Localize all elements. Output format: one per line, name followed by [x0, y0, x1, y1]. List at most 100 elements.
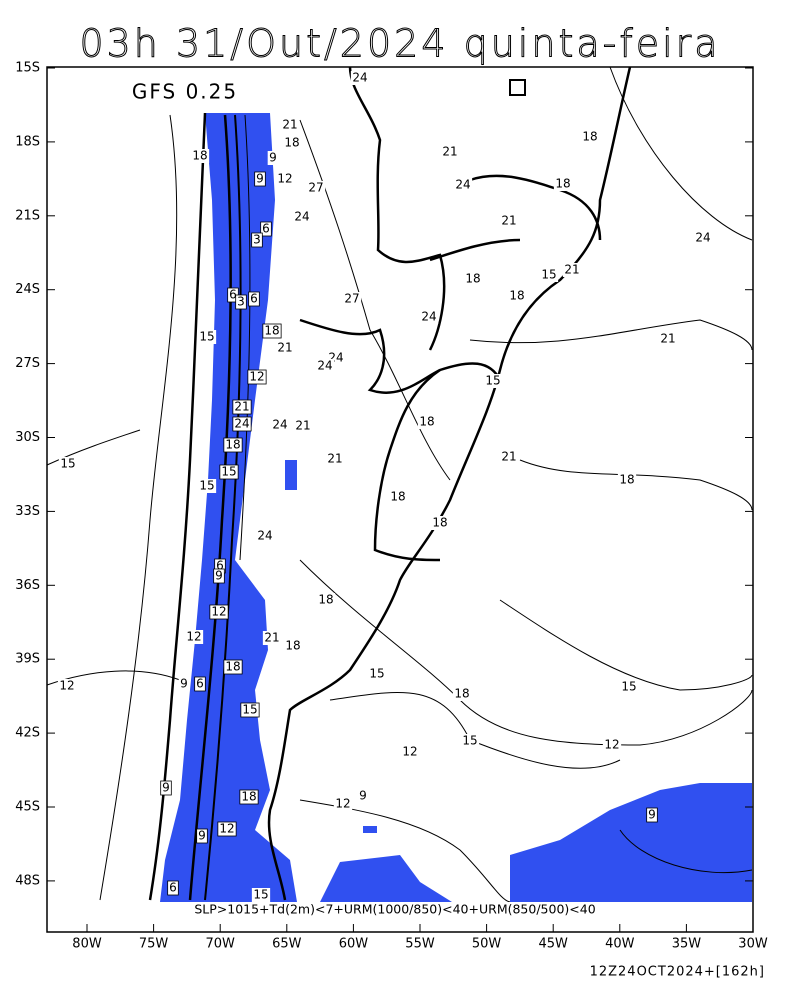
title: 03h 31/Out/2024 quinta-feira	[79, 22, 720, 66]
contour-label-bg	[419, 310, 439, 324]
lat-label: 42S	[15, 726, 40, 741]
contour-label-bg	[248, 291, 260, 307]
contour-label-bg	[262, 323, 282, 339]
contour-label-bg	[483, 374, 503, 388]
contour-label-bg	[219, 464, 239, 480]
lat-label: 30S	[15, 430, 40, 445]
contour-label: 18	[284, 136, 299, 150]
contour-label: 6	[229, 288, 237, 302]
lon-label: 55W	[405, 937, 435, 952]
contour-label: 9	[648, 808, 656, 822]
contour-label: 27	[344, 292, 359, 306]
lat-label: 45S	[15, 800, 40, 815]
contour-label: 21	[327, 452, 342, 466]
lat-label: 18S	[15, 134, 40, 149]
contour-label: 18	[454, 687, 469, 701]
lon-label: 75W	[139, 937, 169, 952]
contour-label: 15	[60, 457, 75, 471]
contour-label-bg	[452, 687, 472, 701]
contour-label: 6	[216, 559, 224, 573]
contour-label-bg	[197, 330, 217, 344]
lon-label: 35W	[672, 937, 702, 952]
contour-label-bg	[235, 294, 247, 310]
condition-box	[150, 902, 620, 918]
contour-label: 24	[352, 71, 367, 85]
contour-label-bg	[400, 745, 420, 759]
contour-label-bg	[388, 490, 408, 504]
contour-label: 24	[421, 310, 436, 324]
contour-label-bg	[267, 151, 279, 165]
contour-label: 6	[250, 292, 258, 306]
contour-label-bg	[440, 145, 460, 159]
contour-label-bg	[293, 419, 313, 433]
model-label: GFS 0.25	[132, 80, 238, 104]
contour-label: 24	[294, 210, 309, 224]
contour-label: 18	[465, 272, 480, 286]
contour-label: 21	[501, 450, 516, 464]
contour-label: 6	[196, 677, 204, 691]
contour-label-bg	[232, 399, 252, 415]
contour-label: 3	[253, 233, 261, 247]
contour-label: 15	[199, 330, 214, 344]
lat-label: 48S	[15, 873, 40, 888]
contour-label-bg	[617, 473, 637, 487]
contour-label: 15	[462, 734, 477, 748]
lon-label: 80W	[72, 937, 102, 952]
lon-label: 45W	[538, 937, 568, 952]
contour-label: 3	[237, 295, 245, 309]
contour-label-bg	[282, 136, 302, 150]
contour-label: 24	[695, 231, 710, 245]
contour-label: 9	[359, 789, 367, 803]
contour-label: 24	[455, 178, 470, 192]
contour-label-bg	[213, 568, 225, 584]
model-box	[108, 78, 268, 108]
contour-label-bg	[270, 418, 290, 432]
contour-label: 21	[295, 419, 310, 433]
blue-region	[363, 826, 377, 833]
contour-label: 21	[660, 332, 675, 346]
contour-label-bg	[197, 479, 217, 493]
contour-label-bg	[499, 450, 519, 464]
contour-label-bg	[223, 659, 243, 675]
contour-label-bg	[255, 529, 275, 543]
contour-label-bg	[658, 332, 678, 346]
contour-label: 27	[308, 181, 323, 195]
contour-label-bg	[646, 807, 658, 823]
lat-label: 39S	[15, 652, 40, 667]
contour-label-bg	[232, 416, 252, 432]
lon-label: 60W	[339, 937, 369, 952]
contour-label-bg	[417, 415, 437, 429]
contour-label-bg	[167, 880, 179, 896]
lat-label: 36S	[15, 578, 40, 593]
contour-label-bg	[463, 272, 483, 286]
contour-label-bg	[499, 214, 519, 228]
lat-label: 24S	[15, 282, 40, 297]
lon-label: 50W	[472, 937, 502, 952]
contour-label-bg	[602, 738, 622, 752]
contour-label-bg	[693, 231, 713, 245]
contour-label: 21	[501, 214, 516, 228]
contour-label: 12	[604, 738, 619, 752]
contour-label-bg	[453, 178, 473, 192]
contour-label: 21	[442, 145, 457, 159]
contour-label-bg	[275, 341, 295, 355]
contour-label: 6	[262, 222, 270, 236]
contour-label-bg	[209, 604, 229, 620]
contour-label: 12	[402, 745, 417, 759]
contour-label-bg	[240, 702, 260, 718]
contour-label: 24	[272, 418, 287, 432]
contour-label: 15	[541, 268, 556, 282]
contour-label: 18	[419, 415, 434, 429]
contour-label-bg	[292, 210, 312, 224]
contour-label-bg	[178, 677, 190, 691]
contour-label-bg	[254, 171, 266, 187]
contour-label-bg	[190, 149, 210, 163]
contour-label: 15	[253, 888, 268, 902]
condition-text: SLP>1015+Td(2m)<7+URM(1000/850)<40+URM(8…	[194, 902, 595, 917]
contour-label: 24	[257, 529, 272, 543]
contour-label: 12	[335, 797, 350, 811]
contour-label: 12	[59, 679, 74, 693]
contour-label: 15	[369, 667, 384, 681]
contour-label: 18	[619, 473, 634, 487]
contour-label: 9	[215, 569, 223, 583]
